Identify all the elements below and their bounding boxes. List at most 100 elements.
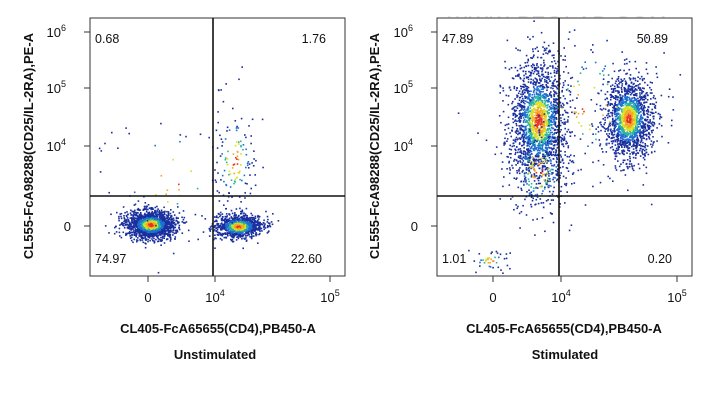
event-dot	[218, 225, 220, 228]
event-dot	[554, 144, 556, 146]
event-dot	[542, 123, 545, 126]
event-dot	[237, 236, 239, 238]
event-dot	[167, 201, 169, 203]
event-dot	[132, 228, 134, 231]
event-dot	[217, 121, 219, 124]
event-dot	[536, 155, 538, 157]
event-dot	[542, 90, 544, 93]
event-dot	[217, 216, 219, 219]
event-dot	[520, 125, 522, 127]
event-dot	[542, 202, 545, 204]
event-dot	[124, 211, 126, 214]
event-dot	[120, 236, 123, 239]
event-dot	[156, 205, 158, 208]
event-dot	[148, 231, 151, 234]
event-dot	[224, 138, 227, 140]
event-dot	[123, 217, 125, 219]
event-dot	[534, 118, 536, 121]
event-dot	[269, 225, 272, 228]
event-dot	[249, 226, 252, 228]
event-dot	[229, 224, 231, 226]
event-dot	[554, 128, 556, 131]
event-dot	[254, 230, 256, 232]
event-dot	[141, 236, 144, 239]
event-dot	[246, 164, 249, 167]
event-dot	[108, 232, 110, 234]
event-dot	[133, 233, 136, 235]
event-dot	[148, 232, 151, 235]
event-dot	[170, 227, 172, 229]
event-dot	[147, 215, 149, 218]
event-dot	[137, 231, 140, 234]
event-dot	[244, 238, 246, 240]
event-dot	[151, 239, 154, 242]
event-dot	[538, 155, 540, 157]
event-dot	[247, 161, 250, 163]
event-dot	[128, 132, 130, 135]
event-dot	[241, 227, 244, 230]
event-dot	[231, 220, 234, 222]
event-dot	[506, 138, 509, 140]
event-dot	[532, 127, 534, 129]
event-dot	[552, 112, 554, 115]
event-dot	[149, 233, 152, 235]
event-dot	[244, 226, 246, 229]
event-dot	[155, 238, 157, 241]
event-dot	[152, 235, 155, 237]
event-dot	[517, 74, 519, 76]
event-dot	[544, 141, 547, 143]
event-dot	[529, 126, 531, 128]
event-dot	[541, 112, 544, 115]
event-dot	[536, 144, 539, 147]
event-dot	[544, 93, 546, 95]
event-dot	[548, 131, 550, 133]
event-dot	[124, 221, 127, 224]
event-dot	[542, 142, 544, 145]
event-dot	[256, 228, 259, 231]
event-dot	[160, 225, 163, 228]
event-dot	[550, 101, 553, 103]
event-dot	[551, 148, 553, 151]
event-dot	[506, 155, 508, 158]
event-dot	[643, 123, 645, 126]
event-dot	[259, 221, 261, 224]
event-dot	[543, 104, 545, 107]
event-dot	[550, 140, 552, 143]
event-dot	[639, 77, 641, 80]
event-dot	[649, 125, 652, 128]
event-dot	[547, 129, 549, 131]
event-dot	[534, 120, 536, 122]
event-dot	[525, 181, 527, 183]
event-dot	[619, 97, 622, 100]
event-dot	[209, 230, 212, 232]
event-dot	[559, 114, 561, 116]
event-dot	[525, 70, 527, 73]
event-dot	[215, 219, 217, 222]
event-dot	[564, 59, 566, 61]
event-dot	[522, 121, 525, 124]
event-dot	[251, 227, 254, 229]
event-dot	[176, 219, 178, 222]
event-dot	[250, 221, 253, 223]
event-dot	[567, 145, 570, 147]
event-dot	[528, 134, 530, 137]
event-dot	[646, 119, 649, 121]
event-dot	[141, 239, 144, 241]
event-dot	[168, 221, 171, 224]
event-dot	[610, 111, 612, 114]
event-dot	[143, 205, 146, 208]
event-dot	[528, 189, 530, 191]
event-dot	[239, 170, 241, 173]
event-dot	[544, 80, 546, 83]
event-dot	[538, 161, 540, 163]
event-dot	[225, 223, 228, 226]
event-dot	[524, 111, 526, 114]
event-dot	[532, 141, 534, 143]
event-dot	[522, 160, 525, 162]
event-dot	[119, 235, 121, 237]
event-dot	[507, 95, 510, 97]
event-dot	[127, 226, 129, 228]
event-dot	[221, 141, 224, 143]
event-dot	[145, 227, 148, 229]
event-dot	[529, 107, 532, 109]
